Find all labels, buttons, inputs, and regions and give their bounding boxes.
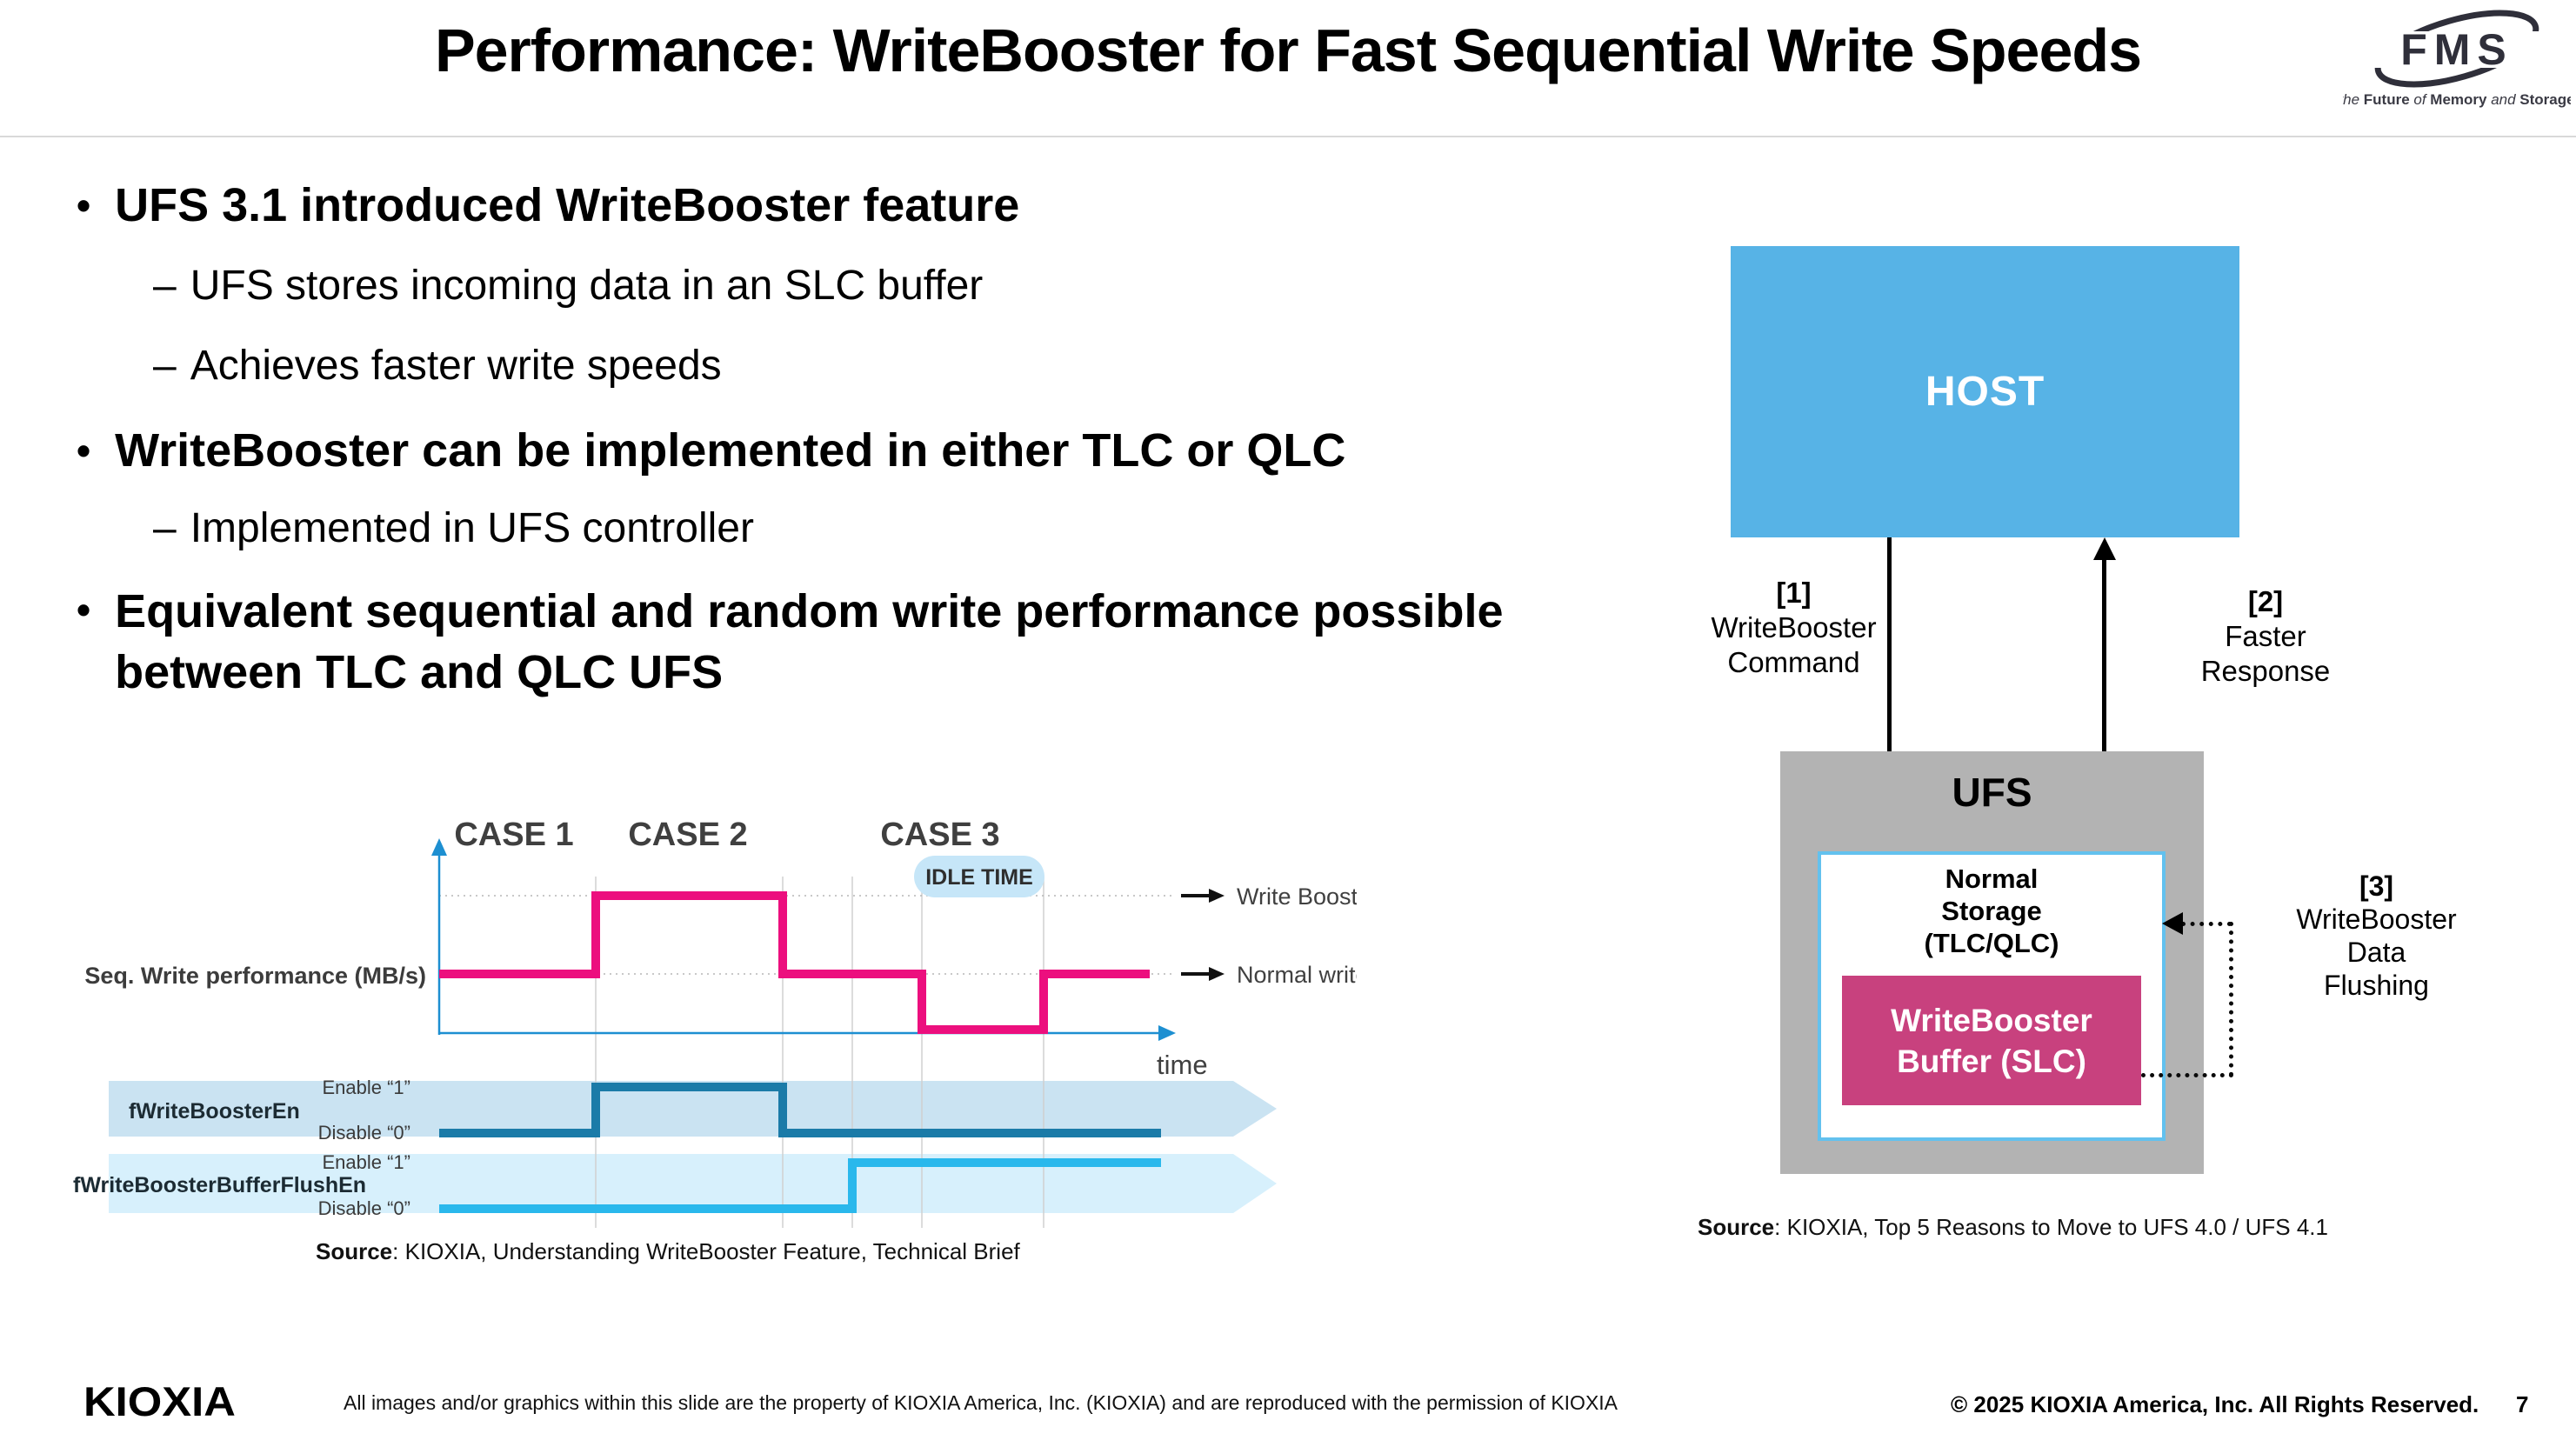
source-label: Source (316, 1238, 393, 1264)
normal-storage-line: Storage (1941, 896, 2042, 926)
legend-write-booster: Write Booster performance (1181, 884, 1357, 910)
bullet-item: • Equivalent sequential and random write… (77, 581, 1555, 703)
annotation-3: [3] WriteBooster Data Flushing (2261, 870, 2492, 1002)
y-axis-label: Seq. Write performance (MB/s) (84, 963, 426, 989)
page-number: 7 (2516, 1391, 2529, 1417)
writebooster-command-arrow (1887, 537, 1892, 958)
annotation-3-line: WriteBooster (2296, 904, 2457, 935)
legend-write-booster-label: Write Booster performance (1237, 884, 1357, 910)
source-text: : KIOXIA, Understanding WriteBooster Fea… (392, 1238, 1020, 1264)
host-label: HOST (1925, 369, 2045, 415)
legend-normal-label: Normal write performance (1237, 962, 1357, 988)
idle-time-label: IDLE TIME (925, 865, 1033, 890)
fms-swoosh-icon (2374, 10, 2539, 88)
ufs-label: UFS (1952, 770, 2032, 815)
annotation-2: [2] Faster Response (2170, 584, 2361, 689)
source-text: : KIOXIA, Top 5 Reasons to Move to UFS 4… (1774, 1214, 2328, 1240)
bullet-marker: • (77, 183, 91, 228)
arrow-up-icon (2093, 537, 2116, 560)
footer-disclaimer: All images and/or graphics within this s… (344, 1391, 1618, 1414)
bullet-text: Achieves faster write speeds (190, 343, 722, 389)
bullet-marker: • (77, 587, 91, 632)
signal1-disable-label: Disable “0” (318, 1122, 410, 1144)
signal1-enable-label: Enable “1” (322, 1077, 410, 1098)
annotation-1-line: WriteBooster (1711, 611, 1877, 643)
diagram-source: Source: KIOXIA, Top 5 Reasons to Move to… (1698, 1214, 2328, 1241)
annotation-1-line: Command (1727, 646, 1860, 678)
annotation-2-line: Faster (2225, 620, 2306, 652)
normal-storage-label: Normal Storage (TLC/QLC) (1818, 863, 2166, 959)
idle-time-badge (914, 856, 1044, 897)
bullet-item: • WriteBooster can be implemented in eit… (77, 423, 1607, 477)
annotation-2-line: Response (2200, 655, 2331, 687)
fms-swoosh-mask (2369, 31, 2545, 68)
annotation-3-line: Flushing (2324, 970, 2429, 1001)
bullet-item: – Achieves faster write speeds (153, 342, 1632, 390)
chart-axes (431, 838, 1176, 1041)
annotation-1: [1] WriteBooster Command (1687, 576, 1900, 680)
bullet-item: • UFS 3.1 introduced WriteBooster featur… (77, 178, 1607, 232)
bullet-marker: • (77, 428, 91, 473)
bullet-marker: – (153, 505, 177, 551)
signal1-name: fWriteBoosterEn (129, 1099, 300, 1124)
bullet-item: – Implemented in UFS controller (153, 504, 1632, 552)
annotation-3-line: Data (2346, 937, 2406, 968)
arrow-left-icon (2162, 912, 2183, 935)
fms-tagline: the Future of Memory and Storage (2343, 91, 2571, 108)
buffer-label-line: Buffer (SLC) (1897, 1043, 2086, 1079)
flush-path-top (2181, 922, 2232, 926)
bullet-text: UFS stores incoming data in an SLC buffe… (190, 263, 984, 309)
performance-step-line (439, 891, 1150, 1034)
bullet-marker: – (153, 343, 177, 389)
flush-path-vertical (2229, 922, 2233, 1077)
flush-path-bottom (2141, 1073, 2233, 1077)
bufferflushen-step-line (439, 1158, 1161, 1213)
bullet-text: Equivalent sequential and random write p… (115, 585, 1504, 699)
writebooster-timing-chart: CASE 1 CASE 2 CASE 3 IDLE TIME Write Boo… (73, 817, 1357, 1228)
bullet-text: UFS 3.1 introduced WriteBooster feature (115, 179, 1020, 231)
source-label: Source (1698, 1214, 1775, 1240)
annotation-1-number: [1] (1776, 577, 1812, 609)
bullet-marker: – (153, 263, 177, 309)
x-axis-arrow-icon (1158, 1025, 1176, 1041)
reference-dotted-lines (439, 895, 1174, 975)
legend-arrow-icon (1209, 889, 1225, 903)
signal-band-bufferflushen (109, 1154, 1277, 1213)
buffer-label-line: WriteBooster (1891, 1002, 2092, 1038)
legend-normal: Normal write performance (1181, 962, 1357, 988)
fwriteboosteren-step-line (439, 1083, 1161, 1137)
footer-copyright: © 2025 KIOXIA America, Inc. All Rights R… (1951, 1391, 2479, 1417)
signal2-enable-label: Enable “1” (322, 1151, 410, 1173)
annotation-2-number: [2] (2247, 585, 2284, 617)
case1-label: CASE 1 (454, 817, 573, 853)
chart-source: Source: KIOXIA, Understanding WriteBoost… (316, 1238, 1020, 1265)
signal-band-writeboosteren (109, 1081, 1277, 1137)
normal-storage-line: Normal (1945, 864, 2039, 894)
annotation-3-number: [3] (2359, 870, 2394, 902)
normal-storage-line: (TLC/QLC) (1924, 928, 2059, 958)
header-divider (0, 136, 2576, 137)
host-box: HOST (1731, 246, 2239, 537)
bullet-text: WriteBooster can be implemented in eithe… (115, 424, 1346, 477)
bullet-item: – UFS stores incoming data in an SLC buf… (153, 262, 1632, 310)
fms-logo: FMS the Future of Memory and Storage (2343, 10, 2571, 108)
page-title: Performance: WriteBooster for Fast Seque… (434, 17, 2142, 84)
x-axis-label: time (1157, 1050, 1208, 1080)
bullet-text: Implemented in UFS controller (190, 505, 754, 551)
signal2-disable-label: Disable “0” (318, 1197, 410, 1219)
kioxia-logo: KIOXIA (83, 1378, 236, 1424)
signal2-name: fWriteBoosterBufferFlushEn (73, 1173, 366, 1197)
fms-wordmark: FMS (2400, 25, 2513, 74)
writebooster-buffer-box: WriteBooster Buffer (SLC) (1842, 976, 2141, 1105)
y-axis-arrow-icon (431, 838, 447, 856)
legend-arrow-icon (1209, 967, 1225, 981)
case3-label: CASE 3 (880, 817, 999, 853)
case2-label: CASE 2 (628, 817, 747, 853)
